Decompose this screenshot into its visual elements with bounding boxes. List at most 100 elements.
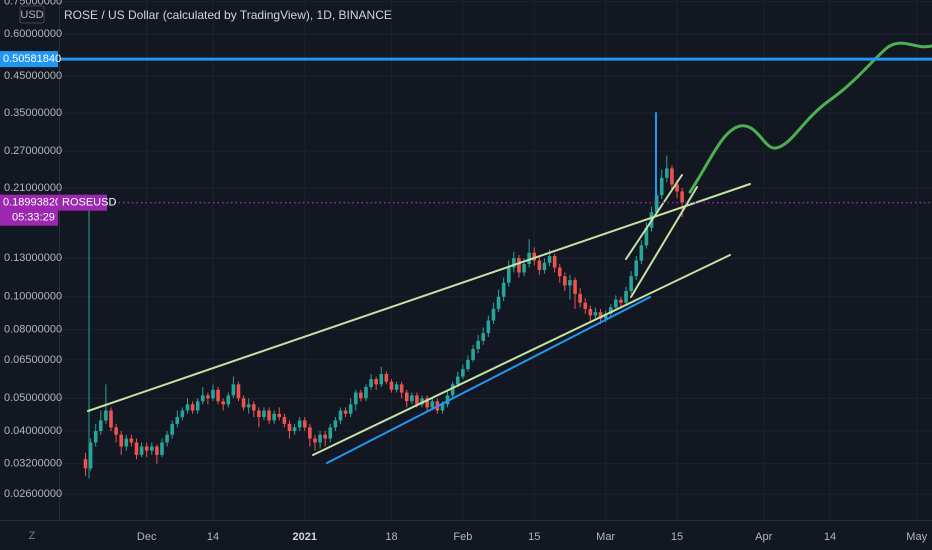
candle-body — [675, 184, 679, 192]
candle-body — [634, 260, 639, 277]
candle-body — [246, 404, 251, 408]
candle-body — [364, 387, 368, 399]
candle-body — [257, 410, 261, 418]
candle-body — [139, 446, 144, 455]
candle-body — [359, 392, 363, 399]
candle-body — [175, 417, 180, 424]
candle-body — [149, 446, 154, 451]
candle-body — [598, 312, 603, 319]
candle-body — [517, 258, 521, 273]
candle-body — [226, 395, 231, 405]
candle-body — [323, 434, 327, 439]
axes: 0.75000000 0.60000000 0.45000000 0.35000000… — [4, 0, 928, 543]
candle-body — [440, 404, 445, 411]
candle-body — [644, 227, 649, 246]
candle-body — [98, 420, 103, 432]
candle-body — [471, 348, 475, 360]
timezone-icon: Z — [29, 530, 36, 542]
candle-body — [506, 267, 511, 283]
candle-body — [496, 296, 501, 309]
candle-body — [379, 374, 384, 385]
candle-body — [547, 256, 552, 263]
candle-body — [144, 446, 149, 451]
x-tick-label: Dec — [137, 531, 157, 543]
x-tick-label: 14 — [207, 531, 219, 543]
candle-body — [170, 423, 174, 435]
price-axis — [0, 0, 59, 520]
candle-body — [348, 404, 353, 414]
candle-body — [328, 427, 333, 439]
candle-body — [374, 379, 378, 385]
trend-line — [87, 183, 751, 412]
y-tick-label: 0.10000000 — [4, 291, 62, 303]
candle-body — [384, 374, 389, 382]
candle-body — [430, 401, 435, 408]
symbol-label: ROSEUSD — [62, 197, 116, 209]
candle-body — [670, 168, 674, 185]
candle-body — [680, 191, 684, 203]
candle-body — [394, 384, 399, 390]
level-label-box — [0, 51, 58, 68]
candle-body — [302, 420, 307, 428]
candle-body — [425, 398, 429, 408]
candle-body — [282, 417, 287, 424]
candle-body — [573, 280, 577, 294]
candle-body — [333, 420, 338, 428]
candle-body — [287, 423, 292, 432]
candle-body — [665, 168, 669, 178]
candle-body — [180, 410, 185, 418]
candle-body — [338, 410, 343, 421]
x-tick-label: May — [906, 531, 927, 543]
candle-body — [476, 340, 480, 349]
candle-body — [629, 276, 633, 291]
candle-body — [659, 177, 664, 196]
candle-body — [399, 384, 404, 393]
candle-body — [211, 389, 215, 399]
candle-body — [481, 333, 486, 341]
candle-body — [216, 389, 220, 402]
overlay — [60, 57, 932, 204]
candles — [83, 155, 684, 476]
candle-body — [277, 413, 282, 418]
candle-body — [292, 427, 297, 432]
trend-line — [625, 174, 683, 260]
candle-body — [466, 359, 470, 370]
level-label: 0.50581840 — [3, 53, 61, 65]
y-tick-label: 0.75000000 — [4, 0, 62, 7]
candle-body — [119, 434, 123, 447]
price-label: 0.18993820 — [3, 197, 61, 209]
candle-body — [583, 302, 588, 309]
candle-body — [262, 410, 266, 418]
candle-body — [83, 459, 88, 469]
projection-curve — [688, 41, 932, 194]
candle-body — [512, 258, 516, 268]
y-tick-label: 0.02600000 — [4, 488, 62, 500]
y-tick-label: 0.06500000 — [4, 354, 62, 366]
candle-body — [195, 401, 200, 411]
x-tick-label: Feb — [453, 531, 472, 543]
trend-line — [630, 186, 698, 298]
candle-body — [603, 313, 608, 319]
candle-body — [353, 392, 358, 405]
price-label-box — [0, 194, 58, 226]
candle-body — [450, 384, 455, 396]
y-tick-label: 0.60000000 — [4, 28, 62, 40]
candle-body — [608, 307, 613, 314]
y-tick-label: 0.04000000 — [4, 425, 62, 437]
candle-body — [134, 442, 139, 455]
candle-body — [200, 395, 205, 402]
candle-body — [624, 290, 628, 303]
candle-body — [557, 267, 562, 277]
candle-body — [308, 427, 312, 439]
candle-body — [160, 442, 164, 455]
x-tick-label: 14 — [824, 531, 836, 543]
candle-body — [578, 293, 582, 303]
candle-body — [343, 410, 348, 414]
candle-body — [455, 376, 460, 385]
currency: USD — [20, 9, 43, 21]
y-tick-label: 0.35000000 — [4, 107, 62, 119]
candle-body — [486, 320, 491, 334]
candle-body — [88, 442, 93, 469]
candle-body — [185, 404, 190, 411]
